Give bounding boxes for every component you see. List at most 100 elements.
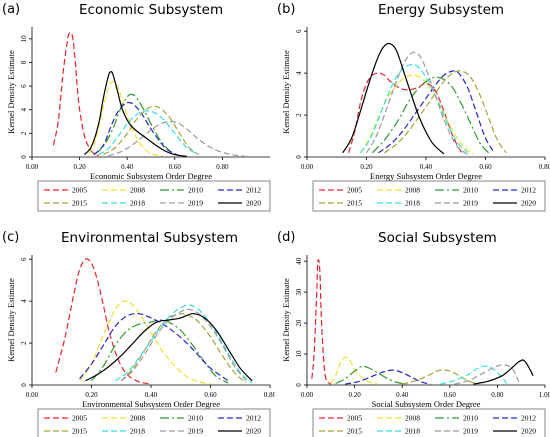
legend-label-2018: 2018 xyxy=(130,427,145,436)
panel-social: (d) Social Subsystem 0.00 0.20 0.40 0.60 0.8… xyxy=(275,218,550,437)
series-line-2020 xyxy=(83,70,187,157)
x-tick-label: 0.00 xyxy=(301,163,314,171)
x-tick-label: 1.00 xyxy=(539,391,550,399)
legend-label-2008: 2008 xyxy=(405,414,420,423)
x-axis-label: Economic Subsystem Order Degree xyxy=(90,171,212,181)
x-tick-label: 0.20 xyxy=(73,163,86,171)
legend-box xyxy=(37,408,271,437)
series-line-2018 xyxy=(440,365,508,385)
series-line-2008 xyxy=(330,356,379,385)
series-line-2020 xyxy=(342,42,445,155)
legend-label-2005: 2005 xyxy=(72,186,87,195)
legend-label-2020: 2020 xyxy=(521,199,536,208)
panel-label: (b) xyxy=(277,2,296,17)
series-line-2019 xyxy=(120,308,247,382)
y-tick-label: 6 xyxy=(20,84,28,88)
legend-label-2012: 2012 xyxy=(521,414,536,423)
y-tick-label: 0 xyxy=(295,155,303,159)
legend-label-2018: 2018 xyxy=(130,199,145,208)
legend-label-2008: 2008 xyxy=(130,186,145,195)
x-tick-label: 0.80 xyxy=(216,163,229,171)
legend-label-2019: 2019 xyxy=(463,199,478,208)
y-tick-label: 0 xyxy=(20,383,28,387)
panel-economic: (a) Economic Subsystem 0.00 0.20 0.40 0.60 0… xyxy=(0,0,275,218)
x-tick-label: 0.40 xyxy=(145,391,158,399)
kde-chart-environmental: 0.00 0.20 0.40 0.60 0.80 0 2 4 6 Environmental Su… xyxy=(6,255,275,437)
kde-chart-social: 0.00 0.20 0.40 0.60 0.80 1.00 0 10 20 30 40 Social … xyxy=(281,255,550,437)
x-tick-label: 0.40 xyxy=(396,391,409,399)
series-line-2015 xyxy=(120,313,247,384)
legend-label-2005: 2005 xyxy=(347,414,362,423)
x-tick-label: 0.60 xyxy=(169,163,182,171)
y-tick-label: 30 xyxy=(295,288,303,296)
x-tick-label: 0.60 xyxy=(479,163,492,171)
legend-label-2015: 2015 xyxy=(347,427,362,436)
series-line-2010 xyxy=(93,93,180,157)
panel-energy: (b) Energy Subsystem 0.00 0.20 0.40 0.60 0.8… xyxy=(275,0,550,218)
legend-label-2008: 2008 xyxy=(405,186,420,195)
legend: 2005 2008 2010 2012 2015 2018 2019 2020 xyxy=(312,180,546,212)
x-tick-label: 0.20 xyxy=(85,391,98,399)
x-tick-label: 0.60 xyxy=(204,391,217,399)
panel-environmental: (c) Environmental Subsystem 0.00 0.20 0.40… xyxy=(0,218,275,437)
y-tick-label: 2 xyxy=(20,341,28,345)
x-axis-label: Environmental Subsystem Order Degree xyxy=(82,399,220,409)
y-tick-label: 0 xyxy=(295,383,303,387)
legend-label-2020: 2020 xyxy=(246,199,261,208)
legend-label-2010: 2010 xyxy=(463,186,478,195)
y-tick-label: 2 xyxy=(20,131,28,135)
legend-label-2019: 2019 xyxy=(463,427,478,436)
legend-label-2019: 2019 xyxy=(188,427,203,436)
series-line-2015 xyxy=(384,70,507,154)
series-line-2012 xyxy=(344,369,431,385)
x-tick-label: 0.20 xyxy=(360,163,373,171)
y-axis-label: Kernel Density Estimate xyxy=(6,278,16,362)
x-tick-label: 0.80 xyxy=(264,391,275,399)
x-tick-label: 0.20 xyxy=(348,391,361,399)
y-tick-label: 0 xyxy=(20,155,28,159)
y-tick-label: 2 xyxy=(295,113,303,117)
y-tick-label: 4 xyxy=(295,71,303,75)
x-tick-label: 0.00 xyxy=(26,163,39,171)
legend-label-2020: 2020 xyxy=(246,427,261,436)
series-line-2020 xyxy=(473,359,534,385)
series-line-2005 xyxy=(55,258,152,385)
x-axis-label: Energy Subsystem Order Degree xyxy=(370,171,482,181)
series-line-2012 xyxy=(378,70,495,154)
panel-label: (d) xyxy=(277,230,296,245)
chart-title: Environmental Subsystem xyxy=(61,230,239,246)
legend-label-2018: 2018 xyxy=(405,199,420,208)
legend-label-2005: 2005 xyxy=(72,414,87,423)
series-line-2008 xyxy=(79,300,211,385)
legend-label-2012: 2012 xyxy=(246,186,261,195)
series-line-2008 xyxy=(88,80,164,157)
x-tick-label: 0.40 xyxy=(121,163,134,171)
legend: 2005 2008 2010 2012 2015 2018 2019 2020 xyxy=(37,180,271,212)
series-line-2018 xyxy=(98,110,199,156)
y-tick-label: 8 xyxy=(20,60,28,64)
legend-label-2012: 2012 xyxy=(521,186,536,195)
series-line-2010 xyxy=(371,76,489,154)
panel-label: (a) xyxy=(2,2,21,17)
series-line-2005 xyxy=(348,72,463,154)
series-line-2019 xyxy=(365,51,469,156)
y-axis-label: Kernel Density Estimate xyxy=(281,50,291,134)
series-line-2019 xyxy=(108,120,247,157)
chart-title: Energy Subsystem xyxy=(378,2,505,18)
series-line-2019 xyxy=(454,364,520,385)
y-tick-label: 40 xyxy=(295,257,303,265)
chart-title: Social Subsystem xyxy=(378,230,497,246)
legend-label-2020: 2020 xyxy=(521,427,536,436)
legend-box xyxy=(312,180,546,212)
legend-label-2019: 2019 xyxy=(188,199,203,208)
x-tick-label: 0.60 xyxy=(444,391,457,399)
series-line-2012 xyxy=(79,313,229,382)
legend-label-2015: 2015 xyxy=(347,199,362,208)
legend-label-2015: 2015 xyxy=(72,199,87,208)
legend-box xyxy=(312,408,546,437)
x-tick-label: 0.00 xyxy=(26,391,39,399)
x-tick-label: 0.80 xyxy=(491,391,504,399)
y-tick-label: 4 xyxy=(20,299,28,303)
legend-label-2018: 2018 xyxy=(405,427,420,436)
legend: 2005 2008 2010 2012 2015 2018 2019 2020 xyxy=(312,408,546,437)
